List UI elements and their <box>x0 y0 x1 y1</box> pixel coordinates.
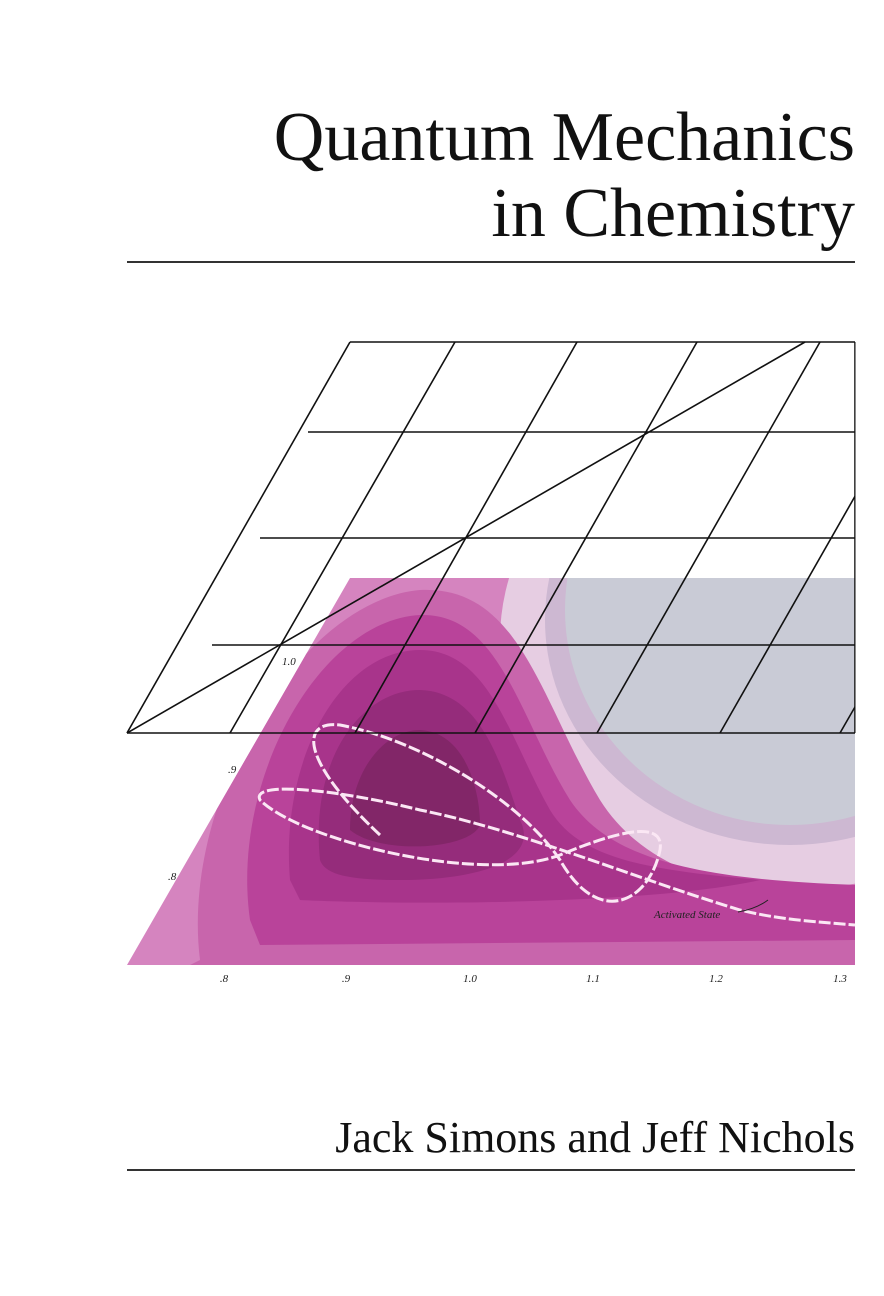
authors: Jack Simons and Jeff Nichols <box>335 1113 855 1162</box>
axis-label: .8 <box>220 973 229 985</box>
axis-label: .9 <box>228 764 237 776</box>
grid <box>126 341 856 734</box>
axis-label: 1.0 <box>282 656 296 668</box>
axis-label: 1.0 <box>463 973 477 985</box>
title-line: in Chemistry <box>491 175 855 252</box>
title-line: Quantum Mechanics <box>274 99 855 176</box>
axis-label: .8 <box>168 871 177 883</box>
axis-label: 1.2 <box>709 973 723 985</box>
axis-label: 1.1 <box>586 973 600 985</box>
axis-label: .9 <box>342 973 351 985</box>
axis-label: 1.3 <box>833 973 847 985</box>
annotation-arrow <box>737 899 769 913</box>
annotation: Activated State <box>653 909 720 921</box>
